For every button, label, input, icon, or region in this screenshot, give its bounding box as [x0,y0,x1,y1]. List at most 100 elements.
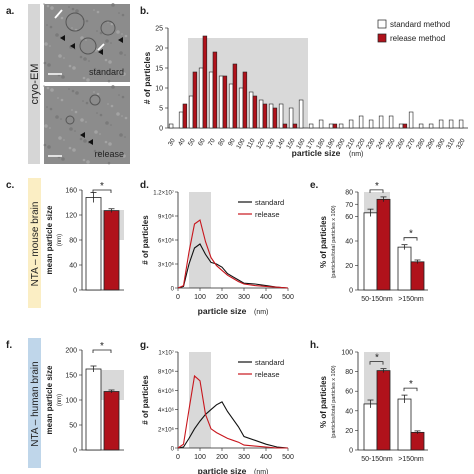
x-label-b: particle size [292,148,341,158]
image-speckle [96,30,98,32]
y-tick-label-h: 100 [341,350,353,357]
x-tick-label-b: 80 [217,137,227,147]
image-speckle [118,94,120,96]
image-speckle [86,78,90,82]
x-tick-label-b: 160 [295,137,307,150]
image-speckle [43,85,45,87]
x-category-label: >150nm [398,456,424,463]
image-speckle [57,97,59,99]
image-speckle [107,161,111,165]
image-speckle [108,60,112,64]
y-tick-label-g: 4×10⁶ [158,407,175,414]
bar-release [232,63,238,129]
image-speckle [122,154,126,158]
bar-standard [278,103,284,129]
image-speckle [121,13,125,17]
side-label-cryo-em: cryo-EM [29,64,41,105]
significance-bracket [403,237,418,241]
image-speckle [68,88,70,90]
y-tick-label-h: 60 [345,389,353,396]
y-tick-label-g: 2×10⁶ [158,426,175,433]
x-tick-label-b: 60 [197,137,207,147]
image-speckle [124,116,128,120]
bar-standard [368,119,374,129]
side-bar-cryo-em [28,4,40,164]
y-tick-label-c: 0 [73,288,77,295]
x-tick-label-d: 100 [194,294,206,301]
y-unit-c: (nm) [57,234,63,246]
image-speckle [99,113,103,117]
bar-release [292,123,298,129]
line-standard [177,401,289,449]
side-label-f: NTA – human brain [30,361,41,446]
x-tick-label-g: 500 [282,454,294,461]
x-tick-label-b: 240 [375,137,387,150]
x-tick-label-d: 200 [216,294,228,301]
image-speckle [58,54,62,58]
bar-standard [428,123,434,129]
image-speckle [105,121,109,125]
y-sublabel-e: (particles/total particles x 100) [331,205,337,278]
x-unit-d: (nm) [254,309,268,316]
y-tick-label-d: 6×10⁶ [158,238,175,245]
image-speckle [108,142,112,146]
image-speckle [110,104,114,108]
image-speckle [93,91,95,93]
y-tick-label-h: 20 [345,428,353,435]
image-speckle [121,33,123,35]
x-tick-label-b: 220 [355,137,367,150]
y-tick-label-g: 8×10⁶ [158,369,175,376]
legend-label-standard: standard method [390,20,450,29]
y-tick-label-b: 15 [155,66,163,73]
x-category-label: 50-150nm [361,296,393,303]
bar-standard [298,99,304,129]
image-speckle [93,9,95,11]
legend-label-release: release [255,210,280,219]
image-speckle [105,39,109,43]
x-category-label: 50-150nm [361,456,393,463]
y-tick-label-g: 6×10⁶ [158,388,175,395]
bar-standard [328,123,334,129]
y-tick-label-e: 60 [345,214,353,221]
x-category-label: >150nm [398,296,424,303]
bar-standard [363,403,378,451]
image-speckle [121,95,125,99]
y-tick-label-b: 20 [155,46,163,53]
image-speckle [116,112,120,116]
x-tick-label-b: 90 [227,137,237,147]
significance-star: * [100,341,104,352]
image-speckle [72,66,76,70]
bar-standard [348,119,354,129]
x-unit-b: (nm) [349,151,363,158]
image-speckle [79,137,83,141]
side-bar-mouse [28,178,41,308]
y-tick-label-f: 0 [73,448,77,455]
image-speckle [93,149,97,153]
image-speckle [47,145,51,149]
x-tick-label-b: 180 [315,137,327,150]
side-label-c: NTA – mouse brain [30,202,41,287]
x-tick-label-b: 300 [435,137,447,150]
vesicle [79,37,97,55]
arrowhead-icon [70,43,75,49]
image-speckle [82,158,86,162]
image-speckle [49,45,51,47]
bar-release [242,71,248,129]
image-speckle [85,101,89,105]
image-speckle [43,3,45,5]
shaded-range [188,38,308,128]
x-tick-label-d: 500 [282,294,294,301]
image-speckle [60,118,62,120]
x-tick-label-b: 100 [235,137,247,150]
panel-letter-f: f. [6,340,12,351]
image-speckle [46,24,48,26]
image-label-top: standard [89,67,124,77]
y-label-c: mean particle size [45,205,54,274]
bar-standard [397,398,412,451]
y-tick-label-c: 160 [65,188,77,195]
x-tick-label-g: 100 [194,454,206,461]
significance-bracket [403,387,418,392]
bar-release [410,261,425,291]
line-standard [177,243,289,289]
x-unit-g: (nm) [254,469,268,474]
